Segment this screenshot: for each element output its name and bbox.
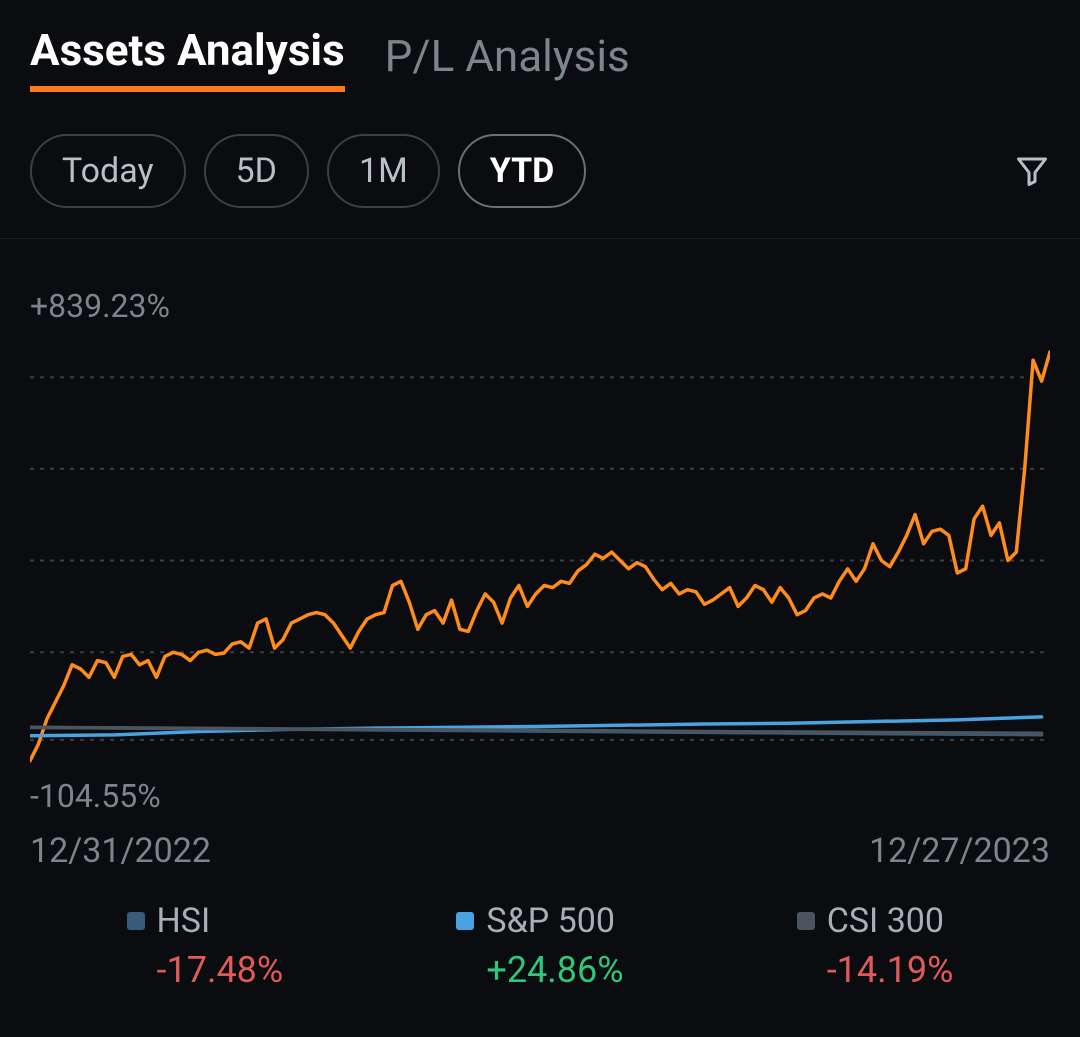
- main-tabs: Assets Analysis P/L Analysis: [0, 0, 1080, 92]
- legend-item-csi300[interactable]: CSI 300 -14.19%: [797, 901, 954, 991]
- legend-swatch-csi300: [797, 912, 815, 930]
- range-pill-group: Today 5D 1M YTD: [30, 134, 586, 208]
- range-1m[interactable]: 1M: [327, 134, 440, 208]
- legend-swatch-sp500: [456, 912, 474, 930]
- filter-icon[interactable]: [1014, 153, 1050, 189]
- y-axis-top-label: +839.23%: [30, 287, 1050, 325]
- tab-pl-analysis[interactable]: P/L Analysis: [385, 30, 630, 92]
- x-axis-dates: 12/31/2022 12/27/2023: [30, 831, 1050, 871]
- legend-item-sp500[interactable]: S&P 500 +24.86%: [456, 901, 623, 991]
- legend-swatch-hsi: [127, 912, 145, 930]
- legend-name-hsi: HSI: [157, 901, 211, 941]
- range-5d[interactable]: 5D: [204, 134, 309, 208]
- x-axis-start-date: 12/31/2022: [30, 831, 211, 871]
- range-today[interactable]: Today: [30, 134, 186, 208]
- time-range-controls: Today 5D 1M YTD: [0, 92, 1080, 239]
- x-axis-end-date: 12/27/2023: [869, 831, 1050, 871]
- performance-chart: +839.23% -104.55% 12/31/2022 12/27/2023: [0, 239, 1080, 871]
- legend-value-hsi: -17.48%: [157, 949, 284, 991]
- line-chart-canvas[interactable]: [30, 331, 1050, 771]
- legend-name-sp500: S&P 500: [486, 901, 615, 941]
- tab-assets-analysis[interactable]: Assets Analysis: [30, 24, 345, 92]
- legend-name-csi300: CSI 300: [827, 901, 944, 941]
- series-portfolio: [30, 352, 1050, 761]
- y-axis-bottom-label: -104.55%: [30, 777, 1050, 815]
- legend-item-hsi[interactable]: HSI -17.48%: [127, 901, 284, 991]
- legend-value-sp500: +24.86%: [486, 949, 623, 991]
- legend-value-csi300: -14.19%: [827, 949, 954, 991]
- range-ytd[interactable]: YTD: [458, 134, 587, 208]
- benchmark-legend: HSI -17.48% S&P 500 +24.86% CSI 300 -14.…: [0, 871, 1080, 1011]
